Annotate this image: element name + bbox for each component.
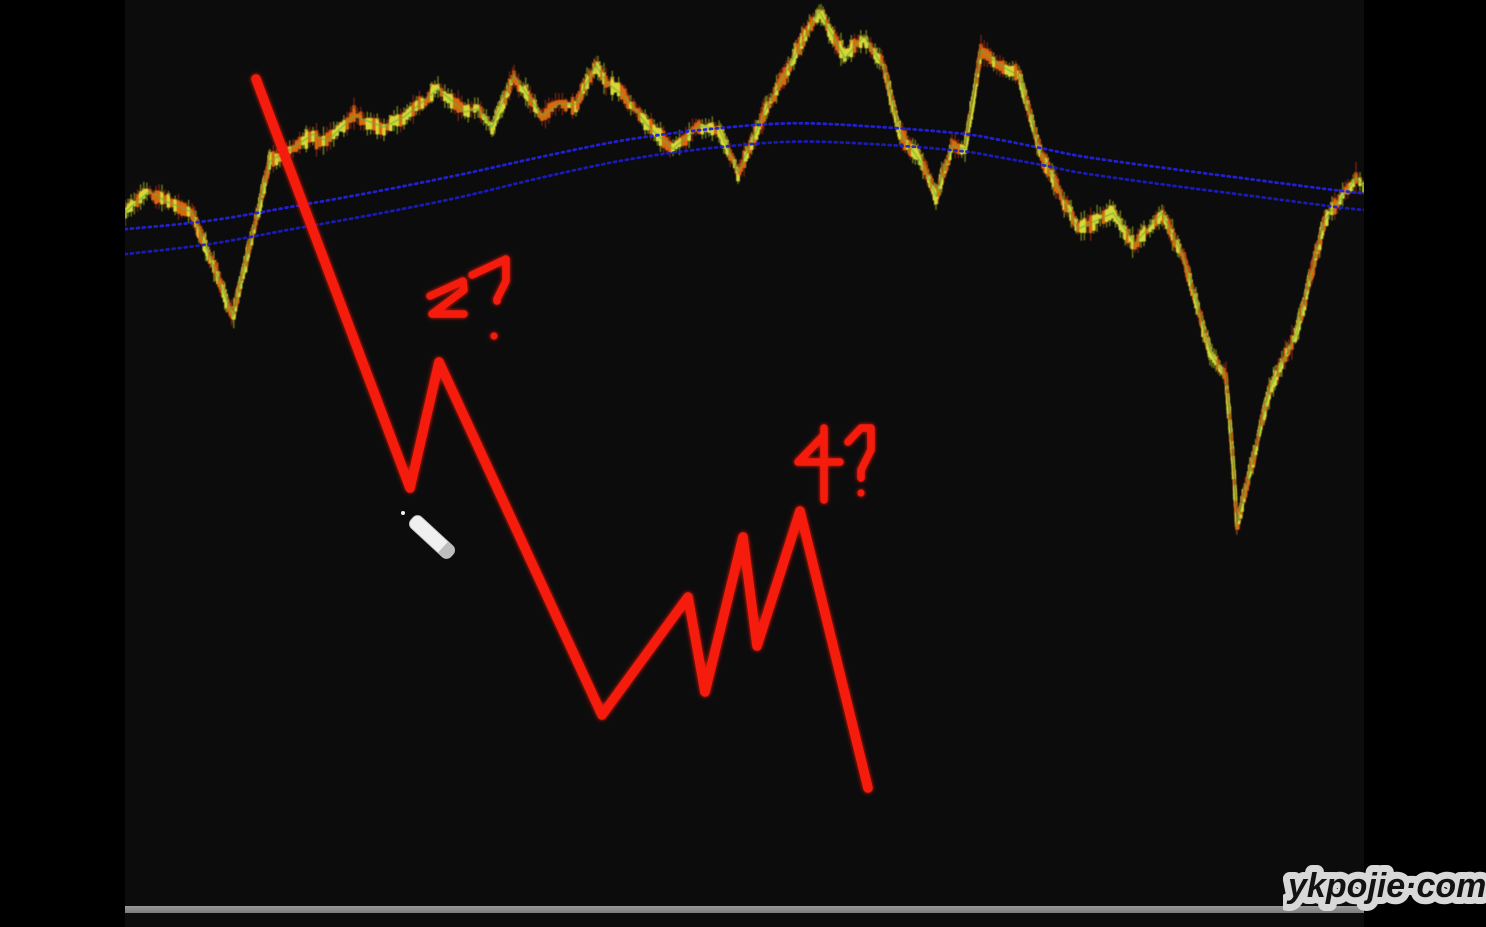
svg-text:ykpojie·com: ykpojie·com xyxy=(1286,867,1486,905)
